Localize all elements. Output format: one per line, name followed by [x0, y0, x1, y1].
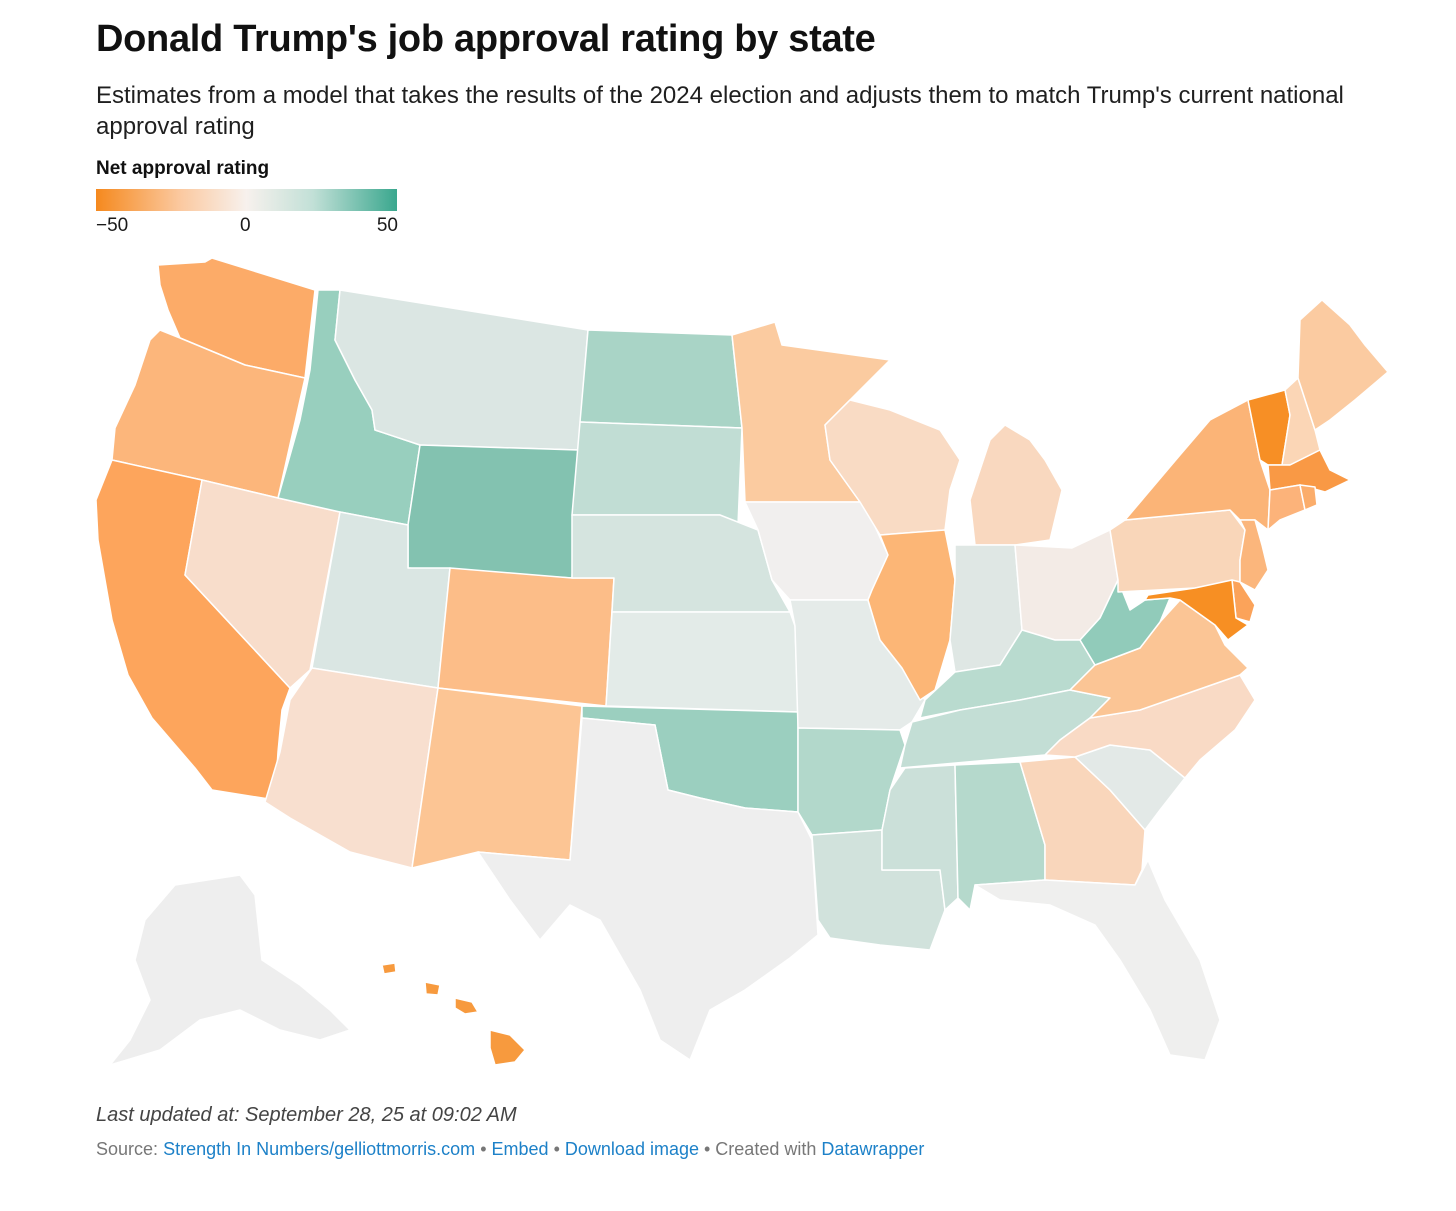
state-NJ[interactable] [1239, 519, 1269, 591]
separator: • [480, 1139, 487, 1159]
color-legend: Net approval rating −50 0 50 [96, 158, 398, 239]
state-MD[interactable] [1144, 579, 1249, 641]
legend-gradient-bar [96, 189, 397, 211]
legend-tick-max: 50 [376, 215, 398, 236]
state-NM[interactable] [411, 687, 583, 869]
source-line: Source: Strength In Numbers/gelliottmorr… [96, 1139, 924, 1160]
state-WY[interactable] [407, 444, 579, 579]
state-ND[interactable] [579, 329, 743, 429]
state-MI[interactable] [969, 424, 1063, 546]
state-IL[interactable] [867, 529, 956, 701]
state-HI-kauai[interactable] [381, 962, 397, 975]
us-state-map [95, 257, 1389, 1066]
source-link[interactable]: Strength In Numbers/gelliottmorris.com [163, 1139, 476, 1159]
state-SD[interactable] [571, 421, 743, 526]
state-FL[interactable] [974, 859, 1221, 1061]
state-HI-maui[interactable] [454, 997, 479, 1015]
state-HI[interactable] [489, 1029, 526, 1066]
state-TX[interactable] [477, 717, 819, 1061]
state-WI[interactable] [824, 399, 961, 536]
legend-tick-zero: 0 [240, 215, 251, 236]
chart-subtitle: Estimates from a model that takes the re… [96, 82, 1344, 140]
state-KS[interactable] [605, 611, 799, 713]
legend-tick-min: −50 [96, 215, 129, 236]
chart-title: Donald Trump's job approval rating by st… [96, 18, 876, 60]
datawrapper-link[interactable]: Datawrapper [821, 1139, 925, 1159]
state-RI[interactable] [1299, 484, 1318, 511]
separator: • [553, 1139, 560, 1159]
state-PA[interactable] [1109, 509, 1246, 593]
download-image-link[interactable]: Download image [564, 1139, 699, 1159]
state-ME[interactable] [1297, 299, 1389, 431]
state-NY[interactable] [1124, 399, 1271, 531]
source-label: Source: [96, 1139, 159, 1159]
embed-link[interactable]: Embed [491, 1139, 549, 1159]
legend-ticks: −50 0 50 [96, 215, 398, 239]
last-updated: Last updated at: September 28, 25 at 09:… [96, 1104, 517, 1126]
legend-title: Net approval rating [96, 158, 270, 179]
created-with-label: • Created with [704, 1139, 817, 1159]
state-AK[interactable] [109, 874, 351, 1066]
state-CT[interactable] [1267, 484, 1306, 531]
state-CO[interactable] [437, 567, 615, 707]
state-HI-oahu[interactable] [424, 981, 441, 996]
state-AZ[interactable] [264, 667, 439, 869]
